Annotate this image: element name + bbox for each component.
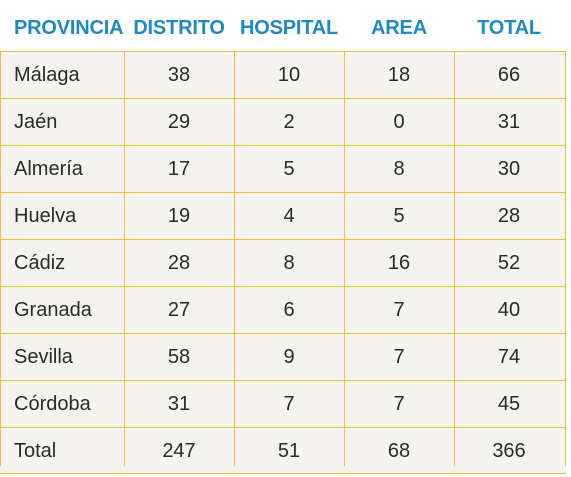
cell-total: 66 [497,64,521,86]
column-divider [344,51,345,466]
table-row: Jaén 29 2 0 31 [0,99,566,146]
cell-area: 7 [393,299,405,321]
cell-total: 74 [497,346,521,368]
cell-total: 31 [497,111,521,133]
table-header: PROVINCIA DISTRITO HOSPITAL AREA TOTAL [0,0,571,51]
cell-distrito: 17 [167,158,191,180]
column-header-area: AREA [371,17,427,39]
table-row: Málaga 38 10 18 66 [0,52,566,99]
cell-total: 52 [497,252,521,274]
cell-distrito: 28 [167,252,191,274]
cell-provincia: Málaga [14,64,80,86]
total-row: Total 247 51 68 366 [0,428,566,474]
cell-area: 7 [393,393,405,415]
table-left-border [0,51,1,466]
cell-distrito: 19 [167,205,191,227]
cell-distrito: 58 [167,346,191,368]
cell-hospital: 8 [283,252,295,274]
total-area: 68 [387,440,411,462]
cell-total: 30 [497,158,521,180]
cell-hospital: 2 [283,111,295,133]
column-divider [234,51,235,466]
cell-provincia: Cádiz [14,252,66,274]
cell-total: 45 [497,393,521,415]
cell-area: 16 [387,252,411,274]
table-row: Huelva 19 4 5 28 [0,193,566,240]
table-row: Almería 17 5 8 30 [0,146,566,193]
cell-hospital: 7 [283,393,295,415]
cell-provincia: Sevilla [14,346,73,368]
table-row: Sevilla 58 9 7 74 [0,334,566,381]
cell-hospital: 4 [283,205,295,227]
cell-area: 5 [393,205,405,227]
cell-distrito: 38 [167,64,191,86]
column-header-hospital: HOSPITAL [239,17,339,39]
cell-hospital: 10 [277,64,301,86]
column-header-provincia: PROVINCIA [14,17,124,39]
cell-total: 40 [497,299,521,321]
cell-area: 8 [393,158,405,180]
cell-hospital: 6 [283,299,295,321]
cell-provincia: Almería [14,158,83,180]
cell-hospital: 5 [283,158,295,180]
cell-hospital: 9 [283,346,295,368]
column-divider [124,51,125,466]
cell-area: 18 [387,64,411,86]
column-header-total: TOTAL [477,17,541,39]
cell-distrito: 27 [167,299,191,321]
cell-area: 0 [393,111,405,133]
cell-area: 7 [393,346,405,368]
cell-provincia: Jaén [14,111,58,133]
column-header-distrito: DISTRITO [133,17,225,39]
total-distrito: 247 [162,440,196,462]
cell-total: 28 [497,205,521,227]
table-row: Granada 27 6 7 40 [0,287,566,334]
total-total: 366 [492,440,526,462]
cell-provincia: Huelva [14,205,77,227]
cell-provincia: Córdoba [14,393,91,415]
total-label: Total [14,440,57,462]
table-row: Córdoba 31 7 7 45 [0,381,566,428]
total-hospital: 51 [277,440,301,462]
cell-distrito: 29 [167,111,191,133]
cell-distrito: 31 [167,393,191,415]
cell-provincia: Granada [14,299,92,321]
table-right-border [565,51,566,466]
table-row: Cádiz 28 8 16 52 [0,240,566,287]
data-table: Málaga 38 10 18 66 Jaén 29 2 0 31 Almerí… [0,51,566,474]
column-divider [454,51,455,466]
